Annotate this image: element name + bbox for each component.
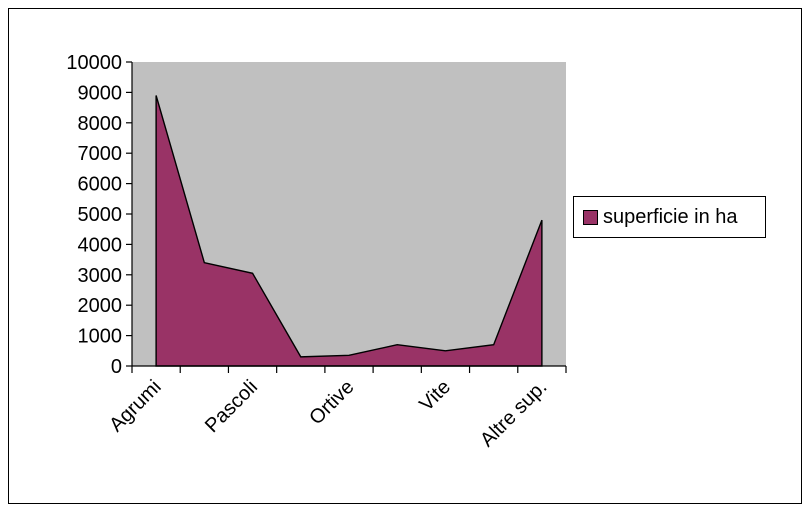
x-tick-label: Agrumi: [105, 376, 165, 436]
y-tick-label: 2000: [78, 295, 123, 317]
y-axis: 0 1000 2000 3000 4000 5000 6000 7000 8000 9000 100…: [66, 52, 133, 378]
legend-label: superficie in ha: [603, 205, 738, 228]
y-tick-label: 6000: [78, 174, 123, 196]
y-tick-label: 1000: [78, 326, 123, 348]
y-tick-label: 10000: [66, 52, 122, 74]
x-tick-label: Vite: [415, 376, 455, 416]
y-tick-label: 7000: [78, 143, 123, 165]
y-tick-label: 0: [111, 356, 122, 378]
y-tick-label: 5000: [78, 204, 123, 226]
y-tick-label: 4000: [78, 234, 123, 256]
legend-swatch: [583, 209, 598, 225]
x-tick-label: Pascoli: [201, 376, 262, 437]
x-axis: Agrumi Pascoli Ortive Vite Altre sup.: [105, 365, 567, 451]
y-tick-label: 9000: [78, 82, 123, 104]
series-area: [155, 95, 543, 367]
x-tick-label: Altre sup.: [476, 376, 551, 451]
series-layer: [155, 95, 543, 367]
legend: superficie in ha: [573, 196, 766, 238]
y-tick-label: 8000: [78, 113, 123, 135]
y-tick-label: 3000: [78, 265, 123, 287]
x-tick-label: Ortive: [305, 376, 358, 429]
